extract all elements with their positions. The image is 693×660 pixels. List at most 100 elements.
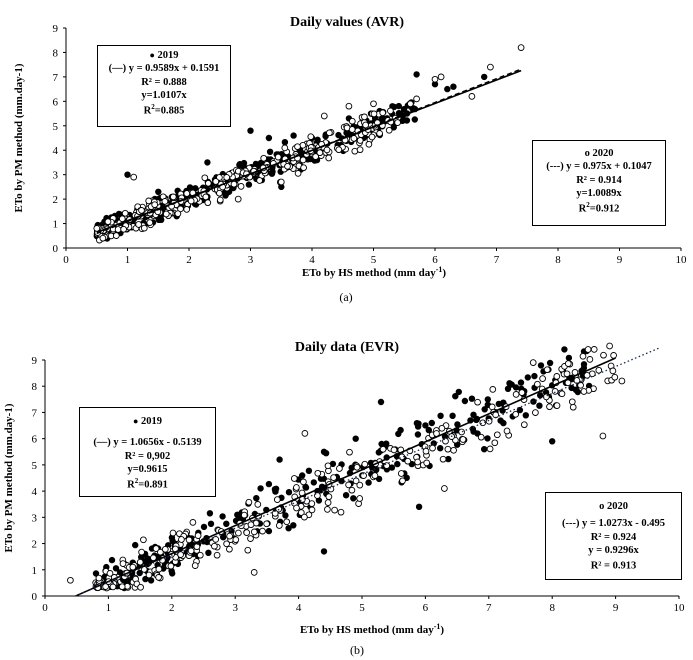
point-2020 <box>308 506 316 514</box>
point-2019 <box>186 184 194 191</box>
point-2020 <box>390 446 398 454</box>
chart-a-x-label: ETo by HS method (mm day-1) <box>302 265 446 279</box>
point-2019 <box>415 503 423 510</box>
point-2020 <box>611 373 619 381</box>
point-2020 <box>356 146 364 154</box>
point-2020 <box>204 179 212 187</box>
point-2019 <box>444 85 451 93</box>
point-2019 <box>219 513 226 520</box>
point-2019 <box>481 446 488 453</box>
point-2019 <box>247 127 254 134</box>
fit-line-2020 <box>96 68 522 235</box>
point-2020 <box>553 402 561 409</box>
point-2020 <box>546 403 553 411</box>
point-2020 <box>335 146 343 154</box>
point-2020 <box>235 529 242 537</box>
point-2019 <box>320 548 328 555</box>
x-tick-label: 9 <box>613 602 619 614</box>
point-2019 <box>204 159 211 166</box>
point-2019 <box>266 148 274 156</box>
point-2020 <box>468 93 476 100</box>
x-tick-label: 4 <box>309 254 315 266</box>
point-2019 <box>449 412 456 419</box>
x-tick-label: 1 <box>106 602 112 614</box>
point-2019 <box>469 425 476 433</box>
point-2020 <box>226 545 233 553</box>
point-2020 <box>609 367 617 375</box>
point-2020 <box>232 536 240 544</box>
point-2020 <box>178 536 185 543</box>
point-2020 <box>517 44 525 51</box>
point-2020 <box>247 535 254 542</box>
point-2019 <box>395 430 402 438</box>
point-2019 <box>352 435 359 442</box>
point-2019 <box>565 354 573 362</box>
point-2020 <box>606 342 613 350</box>
point-2019 <box>548 438 556 445</box>
chart-b-fit-lines <box>75 347 661 597</box>
point-2020 <box>212 178 220 185</box>
point-2020 <box>67 576 74 584</box>
x-tick-label: 7 <box>486 602 492 614</box>
point-2020 <box>312 153 319 160</box>
y-tick-label: 0 <box>32 591 38 603</box>
point-2019 <box>481 73 488 81</box>
chart-b-title: Daily data (EVR) <box>295 340 400 355</box>
point-2019 <box>394 460 401 468</box>
point-2020 <box>140 536 147 544</box>
point-2019 <box>207 520 215 527</box>
point-2020 <box>316 149 324 157</box>
point-2020 <box>201 174 209 182</box>
point-2020 <box>326 129 333 137</box>
chart-b-legend-2019: ● 2019 (—) y = 1.0656x - 0.5139 R² = 0,9… <box>79 407 216 497</box>
point-2020 <box>437 73 445 81</box>
point-2020 <box>586 356 594 363</box>
point-2020 <box>551 388 559 395</box>
chart-a-caption: (a) <box>339 290 352 304</box>
point-2019 <box>320 448 328 455</box>
x-tick-label: 0 <box>42 602 48 614</box>
point-2020 <box>162 210 170 218</box>
point-2020 <box>196 551 204 559</box>
point-2019 <box>413 71 420 78</box>
point-2020 <box>512 410 520 418</box>
point-2019 <box>282 512 289 519</box>
point-2019 <box>497 417 504 424</box>
point-2019 <box>108 556 116 564</box>
point-2020 <box>307 133 315 141</box>
point-2019 <box>411 116 418 123</box>
point-2020 <box>145 571 153 579</box>
y-tick-label: 1 <box>53 219 59 231</box>
point-2020 <box>234 195 242 203</box>
point-2020 <box>157 548 164 556</box>
point-2020 <box>325 154 333 162</box>
chart-a-title: Daily values (AVR) <box>290 15 404 30</box>
chart-b-points <box>67 342 626 592</box>
point-2019 <box>524 374 531 381</box>
x-tick-label: 2 <box>169 602 175 614</box>
point-2020 <box>595 366 603 374</box>
point-2020 <box>247 521 255 529</box>
fit-line-2020 <box>75 347 661 597</box>
x-tick-label: 7 <box>494 254 500 266</box>
point-2020 <box>138 207 145 214</box>
x-tick-label: 1 <box>125 254 131 266</box>
point-2020 <box>237 183 245 190</box>
point-2020 <box>211 542 218 550</box>
y-tick-label: 3 <box>32 512 38 524</box>
point-2020 <box>283 518 291 526</box>
point-2020 <box>558 390 566 398</box>
point-2019 <box>546 359 554 367</box>
point-2020 <box>599 432 607 440</box>
point-2020 <box>93 225 101 232</box>
point-2020 <box>564 360 572 367</box>
point-2019 <box>422 422 429 429</box>
x-tick-label: 9 <box>617 254 623 266</box>
y-tick-label: 4 <box>32 486 38 498</box>
point-2020 <box>109 583 117 591</box>
chart-b-x-label: ETo by HS method (mm day-1) <box>300 622 444 636</box>
point-2020 <box>580 388 588 395</box>
point-2020 <box>365 140 373 148</box>
point-2020 <box>293 484 300 491</box>
point-2020 <box>486 445 494 453</box>
